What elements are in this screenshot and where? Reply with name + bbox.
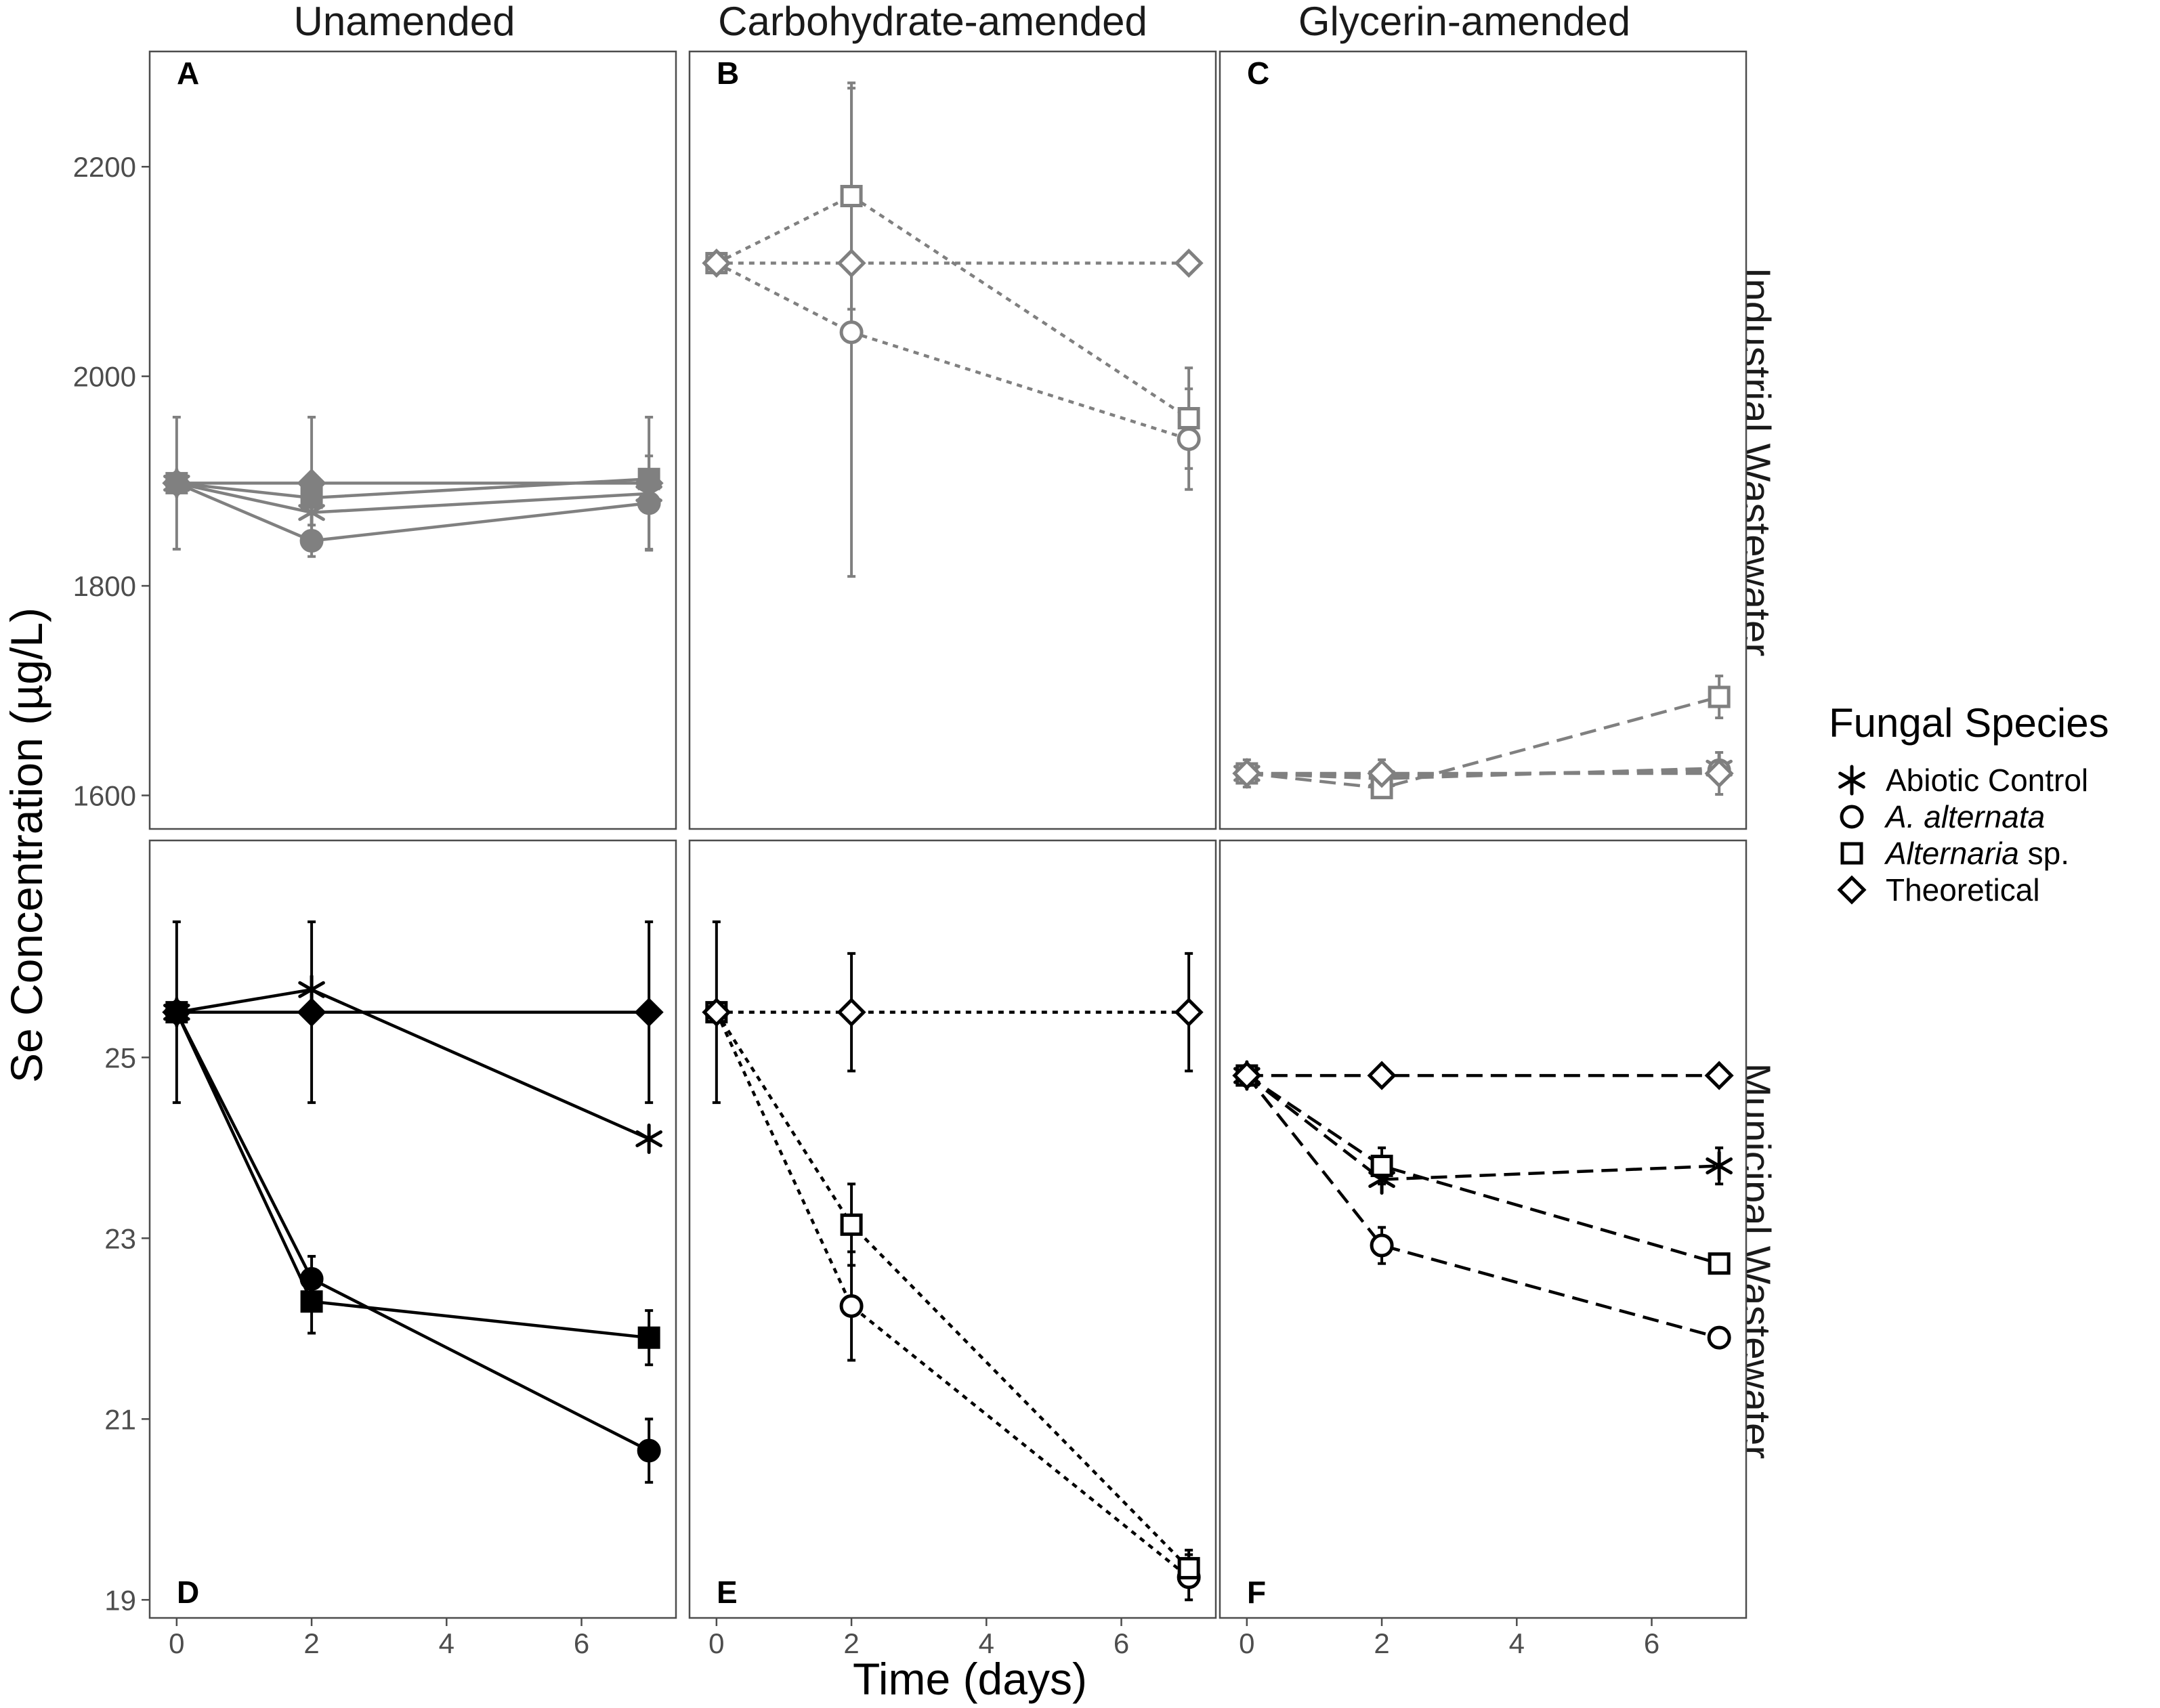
series-line-abiotic xyxy=(1246,1074,1720,1181)
point-theo xyxy=(1367,759,1397,788)
point-theo xyxy=(162,468,192,498)
legend-symbol-asp xyxy=(1840,842,1863,865)
panel-letter: D xyxy=(177,1575,199,1610)
y-tick-label: 2200 xyxy=(73,151,136,183)
point-theo xyxy=(1704,759,1734,788)
point-asp xyxy=(637,1326,660,1349)
panel-letter: F xyxy=(1247,1575,1266,1610)
point-theo xyxy=(702,998,732,1027)
point-theo xyxy=(1232,759,1262,788)
point-theo xyxy=(1704,1061,1734,1090)
y-tick-label: 1800 xyxy=(73,570,136,602)
legend-label-asp: Alternaria sp. xyxy=(1884,836,2069,871)
panel-c: C xyxy=(1219,50,1748,830)
point-aalt xyxy=(637,1438,661,1463)
point-theo xyxy=(1367,1061,1397,1090)
x-tick-label: 4 xyxy=(979,1627,994,1659)
x-tick-label: 4 xyxy=(439,1627,454,1659)
panel-border xyxy=(1219,50,1748,830)
point-asp xyxy=(1370,1155,1393,1178)
point-theo xyxy=(297,998,326,1027)
legend-entry-aalt: A. alternata xyxy=(1840,799,2045,834)
point-asp xyxy=(1708,685,1731,708)
x-tick-label: 4 xyxy=(1509,1627,1525,1659)
panel-b: B xyxy=(688,50,1217,830)
legend-label-abiotic: Abiotic Control xyxy=(1886,763,2088,798)
panel-letter: B xyxy=(717,56,739,91)
x-tick-label: 6 xyxy=(1644,1627,1659,1659)
x-tick-label: 6 xyxy=(1114,1627,1129,1659)
legend-title: Fungal Species xyxy=(1829,700,2109,746)
point-asp xyxy=(1177,407,1200,430)
panel-border xyxy=(1219,839,1748,1619)
x-tick-label: 0 xyxy=(1239,1627,1254,1659)
point-theo xyxy=(297,468,326,498)
point-theo xyxy=(1174,998,1204,1027)
y-tick-label: 25 xyxy=(104,1042,136,1073)
y-axis-title: Se Concentration (µg/L) xyxy=(1,607,51,1083)
y-tick-label: 21 xyxy=(104,1403,136,1435)
point-aalt xyxy=(839,320,864,345)
y-tick-label: 1600 xyxy=(73,780,136,811)
strip-col-glycerin: Glycerin-amended xyxy=(1298,0,1630,44)
point-theo xyxy=(634,468,664,498)
point-abiotic xyxy=(635,1124,662,1155)
point-aalt xyxy=(299,529,324,553)
panel-d: 19 21 23 25 0 2 4 6 D xyxy=(104,839,677,1659)
strip-col-unamended: Unamended xyxy=(294,0,515,44)
y-tick-label: 2000 xyxy=(73,361,136,393)
panel-letter: E xyxy=(717,1575,738,1610)
point-aalt xyxy=(1370,1233,1394,1258)
point-theo xyxy=(837,248,866,278)
point-theo xyxy=(1174,248,1204,278)
point-aalt xyxy=(1177,427,1201,451)
x-tick-label: 2 xyxy=(1374,1627,1389,1659)
strip-col-carbohydrate: Carbohydrate-amended xyxy=(718,0,1147,44)
panel-border xyxy=(688,50,1217,830)
y-tick-label: 19 xyxy=(104,1584,136,1616)
x-tick-label: 6 xyxy=(574,1627,589,1659)
x-axis-title: Time (days) xyxy=(853,1654,1087,1704)
point-theo xyxy=(162,998,192,1027)
x-tick-label: 0 xyxy=(708,1627,724,1659)
point-asp xyxy=(300,1290,323,1313)
point-theo xyxy=(1232,1061,1262,1090)
panel-border xyxy=(148,839,677,1619)
legend-symbol-abiotic xyxy=(1838,765,1865,796)
legend-symbol-aalt xyxy=(1840,805,1864,829)
point-aalt xyxy=(299,1266,324,1291)
point-aalt xyxy=(1707,1325,1731,1350)
y-tick-label: 23 xyxy=(104,1222,136,1254)
point-asp xyxy=(840,1213,863,1236)
legend-entry-abiotic: Abiotic Control xyxy=(1838,763,2088,798)
legend-label-theo: Theoretical xyxy=(1886,872,2040,908)
panel-border xyxy=(688,839,1217,1619)
legend-entry-theo: Theoretical xyxy=(1837,872,2040,908)
point-aalt xyxy=(839,1294,864,1318)
x-tick-label: 2 xyxy=(303,1627,319,1659)
panel-letter: C xyxy=(1247,56,1269,91)
x-tick-label: 2 xyxy=(843,1627,859,1659)
x-tick-label: 0 xyxy=(169,1627,184,1659)
series-line-aalt xyxy=(715,1011,1190,1579)
panel-border xyxy=(148,50,677,830)
legend-entry-asp: Alternaria sp. xyxy=(1840,836,2069,871)
point-theo xyxy=(634,998,664,1027)
panel-f: 0 2 4 6 F xyxy=(1219,839,1748,1659)
point-theo xyxy=(702,248,732,278)
point-asp xyxy=(840,185,863,208)
legend-label-aalt: A. alternata xyxy=(1884,799,2045,834)
point-abiotic xyxy=(1706,1151,1733,1182)
point-theo xyxy=(837,998,866,1027)
panel-e: 0 2 4 6 E xyxy=(688,839,1217,1659)
series-line-aalt xyxy=(1246,1074,1720,1340)
panel-a: 1600 1800 2000 2200 A xyxy=(73,50,677,830)
panel-letter: A xyxy=(177,56,199,91)
legend-symbol-theo xyxy=(1837,875,1867,905)
point-asp xyxy=(1708,1252,1731,1275)
point-asp xyxy=(1177,1557,1200,1580)
